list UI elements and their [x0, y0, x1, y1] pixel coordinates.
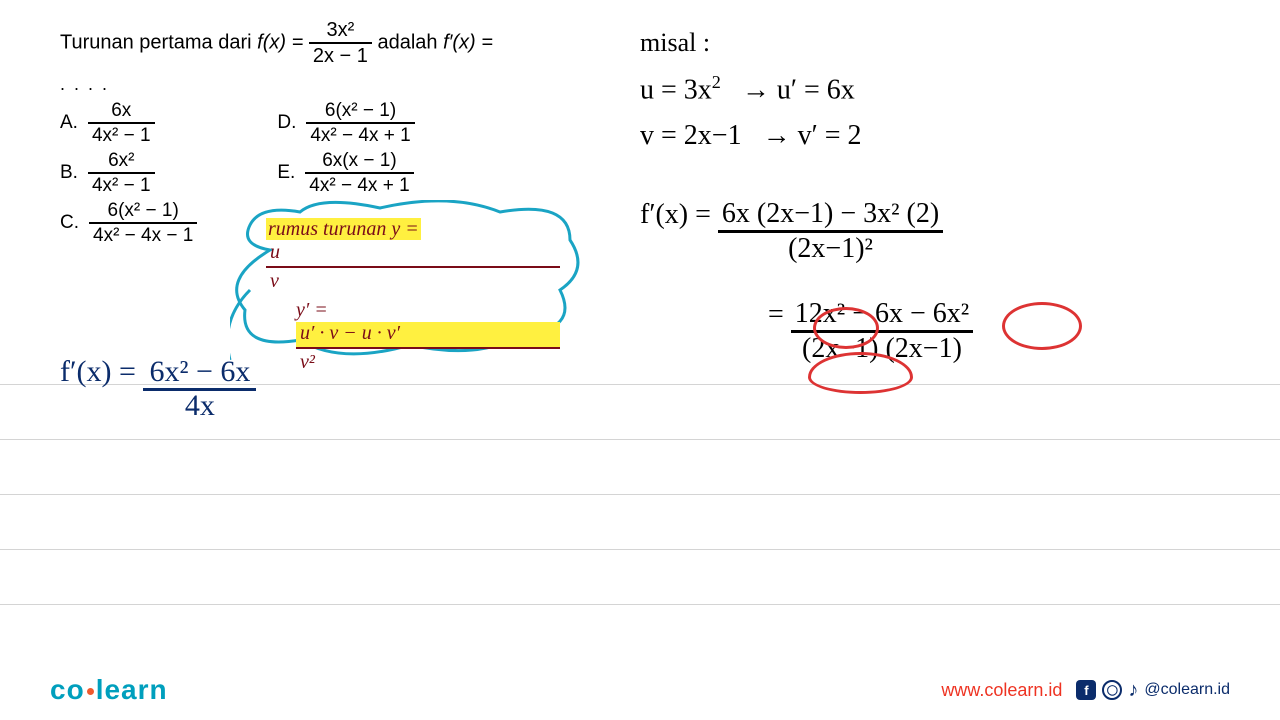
q-fx: f(x) =: [257, 31, 303, 53]
q-fraction: 3x² 2x − 1: [309, 20, 372, 66]
red-circle-left: [813, 307, 879, 349]
hw-u-line: u = 3x2 → u′ = 6x: [640, 72, 855, 106]
red-circle-right: [1002, 302, 1082, 350]
formula-y-prime: y′ = u′ · v − u · v′ v²: [296, 299, 560, 374]
instagram-icon: ◯: [1102, 680, 1122, 700]
formula-cloud: rumus turunan y = u v y′ = u′ · v − u · …: [230, 200, 580, 360]
tiktok-icon: ♪: [1128, 679, 1138, 702]
option-E: E. 6x(x − 1)4x² − 4x + 1: [277, 151, 414, 195]
option-D: D. 6(x² − 1)4x² − 4x + 1: [277, 101, 414, 145]
option-A: A. 6x4x² − 1: [60, 101, 197, 145]
q-fprime: f′(x) =: [443, 31, 493, 53]
footer-url: www.colearn.id: [941, 680, 1062, 701]
brand-logo: colearn: [50, 674, 168, 706]
q-mid: adalah: [377, 31, 437, 53]
q-prefix: Turunan pertama dari: [60, 31, 252, 53]
social-handle: @colearn.id: [1144, 681, 1230, 699]
formula-y: rumus turunan y = u v: [266, 218, 560, 293]
hw-fprime-step1: f′(x) = 6x (2x−1) − 3x² (2) (2x−1)²: [640, 200, 943, 263]
hw-v-line: v = 2x−1 → v′ = 2: [640, 120, 862, 152]
option-C: C. 6(x² − 1)4x² − 4x − 1: [60, 201, 197, 245]
option-B: B. 6x²4x² − 1: [60, 151, 197, 195]
hw-left-result: f′(x) = 6x² − 6x 4x: [60, 355, 256, 423]
red-circle-bottom: [808, 352, 913, 394]
hw-misal: misal :: [640, 28, 710, 58]
social-icons: f ◯ ♪ @colearn.id: [1076, 679, 1230, 702]
footer: colearn www.colearn.id f ◯ ♪ @colearn.id: [0, 660, 1280, 720]
facebook-icon: f: [1076, 680, 1096, 700]
